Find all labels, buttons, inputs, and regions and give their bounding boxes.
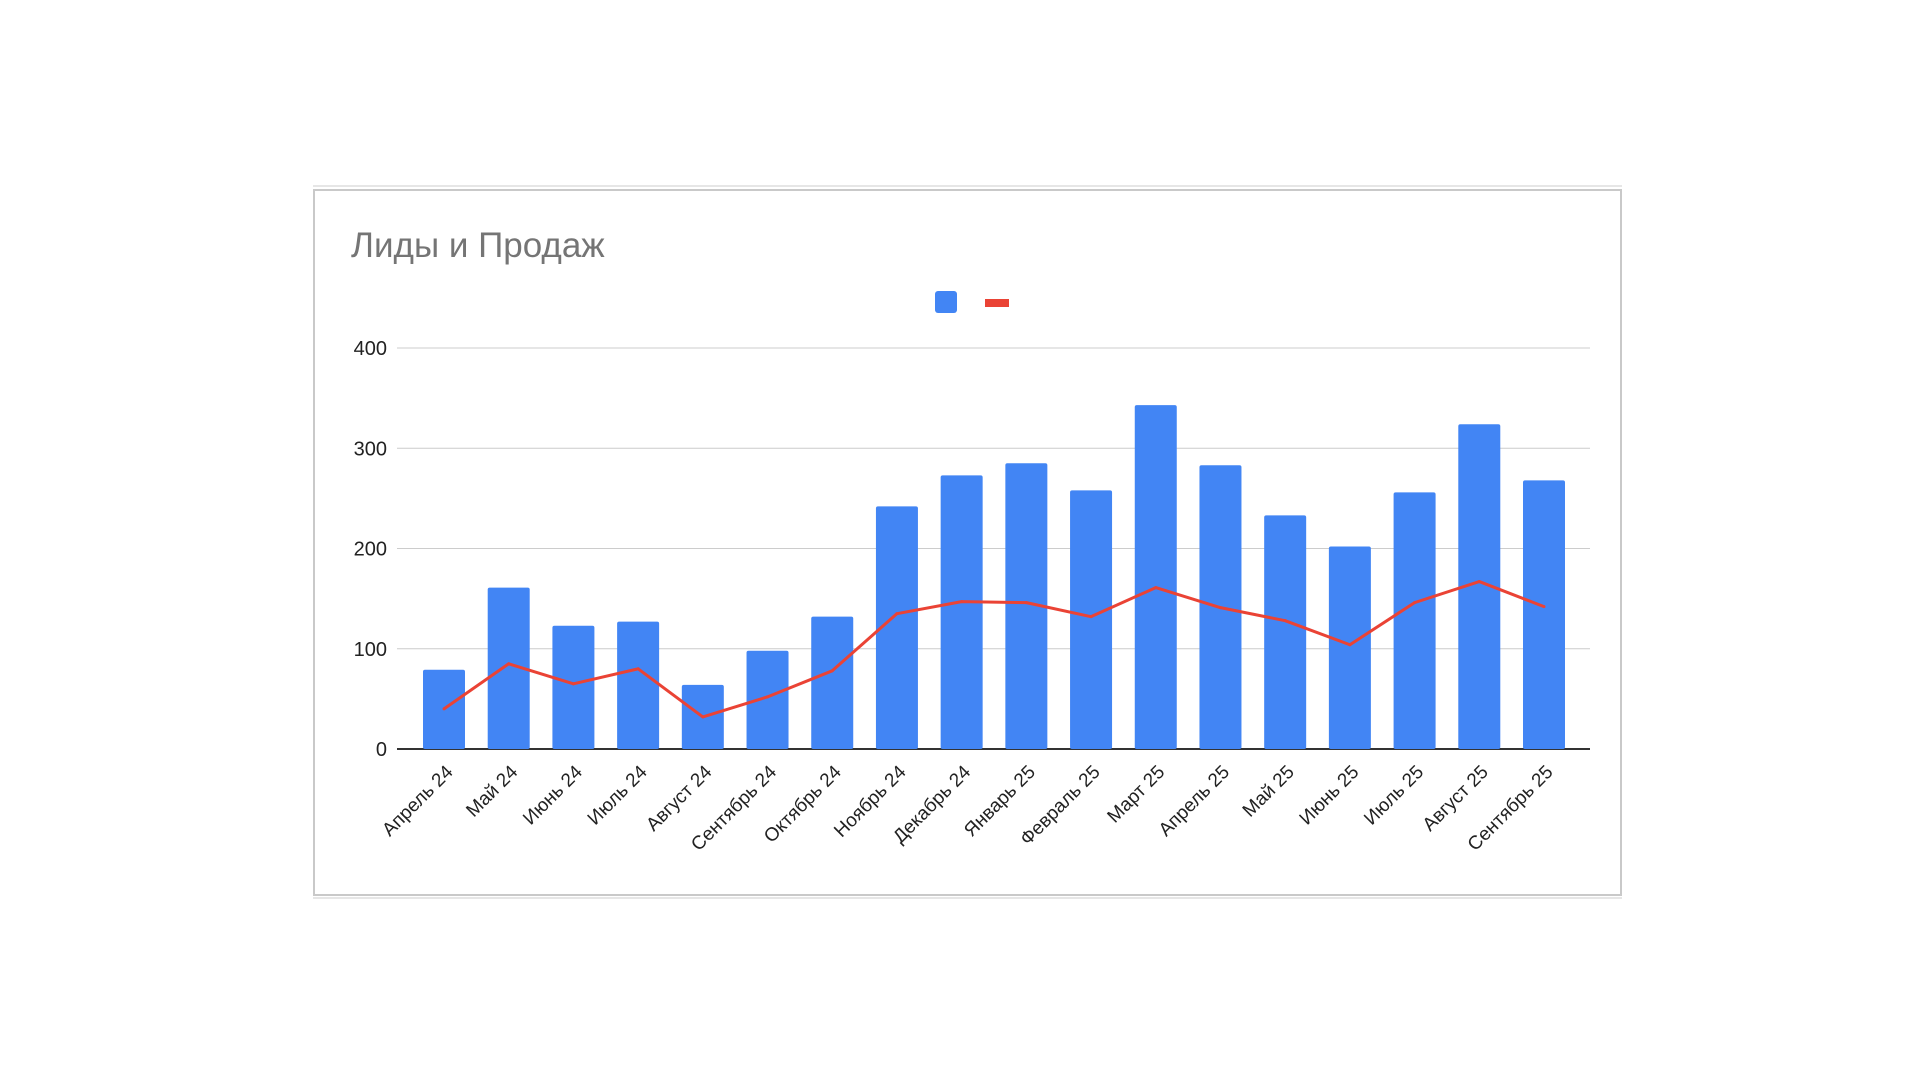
x-tick-label: Июнь 24	[519, 761, 587, 829]
bar[interactable]	[1070, 490, 1113, 749]
line-point[interactable]	[1089, 615, 1093, 619]
line-point[interactable]	[1218, 606, 1222, 610]
line-point[interactable]	[636, 667, 640, 671]
line-point[interactable]	[1348, 643, 1352, 647]
x-tick-label: Июль 25	[1360, 762, 1428, 830]
series-line[interactable]	[443, 580, 1545, 719]
x-tick-label: Июль 24	[584, 761, 652, 829]
bar[interactable]	[811, 616, 854, 749]
x-tick-label: Апрель 25	[1155, 762, 1234, 841]
line-point[interactable]	[442, 707, 446, 711]
line-point[interactable]	[895, 612, 899, 616]
chart-title: Лиды и Продаж	[351, 226, 605, 265]
y-tick-label: 400	[354, 338, 387, 360]
x-tick-label: Март 25	[1104, 762, 1170, 828]
line-point[interactable]	[701, 715, 705, 719]
bar[interactable]	[1458, 424, 1501, 749]
line-point[interactable]	[1413, 601, 1417, 605]
line-series	[442, 580, 1546, 719]
bar[interactable]	[746, 650, 789, 749]
bar[interactable]	[940, 475, 983, 749]
line-point[interactable]	[960, 600, 964, 604]
line-point[interactable]	[571, 682, 575, 686]
line-point[interactable]	[1477, 580, 1481, 584]
line-point[interactable]	[1024, 601, 1028, 605]
y-tick-label: 100	[354, 639, 387, 661]
bar[interactable]	[875, 506, 918, 749]
bar[interactable]	[552, 625, 595, 749]
bar[interactable]	[487, 587, 530, 749]
x-tick-label: Май 24	[462, 761, 522, 821]
y-axis: 0 100 200 300 400	[354, 338, 387, 761]
legend-line-swatch	[985, 299, 1009, 307]
bar[interactable]	[1005, 463, 1048, 749]
line-point[interactable]	[1154, 586, 1158, 590]
y-tick-label: 0	[376, 739, 387, 761]
x-tick-label: Май 25	[1239, 762, 1299, 822]
bar[interactable]	[617, 621, 660, 749]
y-tick-label: 200	[354, 539, 387, 561]
line-point[interactable]	[766, 695, 770, 699]
bar[interactable]	[1134, 405, 1177, 749]
chart-gridlines	[397, 347, 1590, 750]
legend-bar-swatch	[935, 291, 957, 313]
line-point[interactable]	[507, 662, 511, 666]
bar[interactable]	[1393, 492, 1436, 749]
x-tick-label: Апрель 24	[378, 761, 457, 840]
line-point[interactable]	[1542, 605, 1546, 609]
chart-legend[interactable]	[935, 291, 1009, 313]
bar[interactable]	[1523, 480, 1565, 749]
bar[interactable]	[1264, 515, 1307, 749]
chart-container[interactable]: Лиды и Продаж 0 100 200 300 400 Апрель 24 Май…	[313, 189, 1622, 896]
y-tick-label: 300	[354, 438, 387, 460]
x-tick-label: Июнь 25	[1296, 762, 1364, 830]
line-point[interactable]	[830, 669, 834, 673]
bar-series	[423, 405, 1565, 749]
line-point[interactable]	[1283, 619, 1287, 623]
bar[interactable]	[1328, 546, 1371, 749]
